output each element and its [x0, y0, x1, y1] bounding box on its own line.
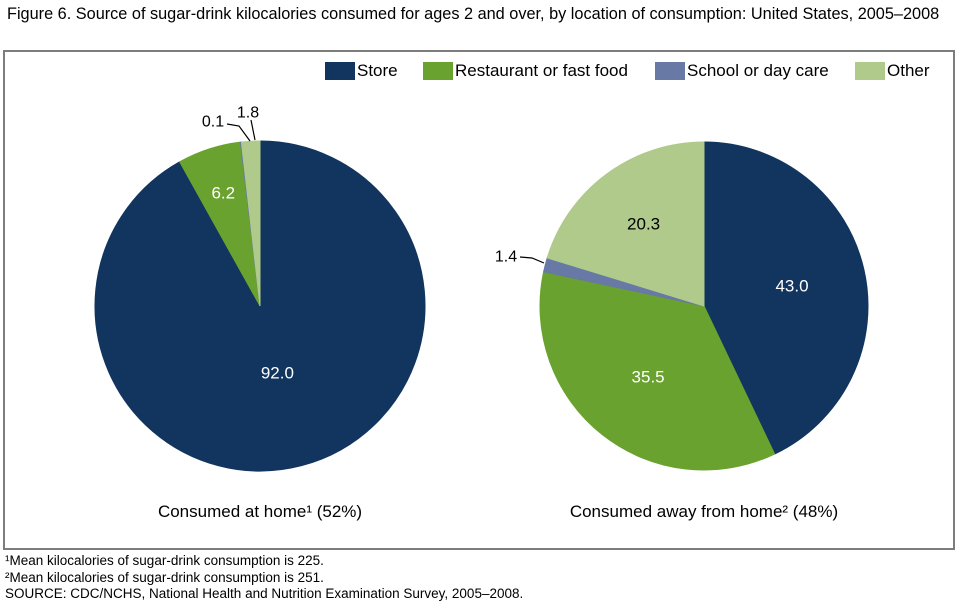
pie-1-value-label-other: 1.8 [237, 105, 259, 122]
pie-1-leader-line-school-or-day-care [226, 123, 251, 142]
pie-1-slice-other [240, 140, 261, 307]
footnote-1: ¹Mean kilocalories of sugar-drink consum… [5, 553, 324, 568]
other-swatch-icon [855, 62, 885, 80]
figure-title: Figure 6. Source of sugar-drink kilocalo… [7, 5, 940, 23]
legend-item-restaurant: Restaurant or fast food [423, 61, 628, 81]
pie-2-slice-restaurant-or-fast-food [539, 271, 776, 471]
school-swatch-icon [655, 62, 685, 80]
legend-item-store: Store [325, 61, 398, 81]
pie-1-value-label-school-or-day-care: 0.1 [202, 114, 224, 131]
pie-1-leader-line-other [250, 119, 256, 141]
pie-1-value-label-store: 92.0 [261, 364, 294, 383]
legend-label-restaurant: Restaurant or fast food [455, 61, 628, 80]
footnotes: ¹Mean kilocalories of sugar-drink consum… [5, 553, 523, 603]
legend-label-other: Other [887, 61, 930, 80]
legend-label-store: Store [357, 61, 398, 80]
pie-2-leader-line-school-or-day-care [519, 256, 545, 264]
pie-charts-canvas: 92.0 6.2 0.1 1.8 43.0 35.5 1.4 20.3 [94, 105, 869, 472]
pie-2-value-label-store: 43.0 [775, 277, 808, 296]
pie-2-value-label-school-or-day-care: 1.4 [495, 249, 517, 266]
pie-2-slice-other [546, 141, 705, 307]
store-swatch-icon [325, 62, 355, 80]
footnote-source: SOURCE: CDC/NCHS, National Health and Nu… [5, 586, 524, 601]
pie-2-value-label-restaurant-or-fast-food: 35.5 [632, 367, 665, 386]
caption-consumed-at-home: Consumed at home¹ (52%) [157, 502, 363, 521]
pie-2-value-label-other: 20.3 [627, 215, 660, 234]
legend-item-school: School or day care [655, 61, 829, 81]
pie-1-value-label-restaurant-or-fast-food: 6.2 [211, 184, 235, 203]
pie-2-slice-store [703, 141, 869, 455]
legend-item-other: Other [855, 61, 930, 81]
footnote-2: ²Mean kilocalories of sugar-drink consum… [5, 569, 324, 585]
restaurant-swatch-icon [423, 62, 453, 80]
chart-area: Store Restaurant or fast food School or … [3, 50, 955, 550]
legend-label-school: School or day care [687, 61, 829, 80]
caption-consumed-away-from-home: Consumed away from home² (48%) [569, 502, 839, 521]
